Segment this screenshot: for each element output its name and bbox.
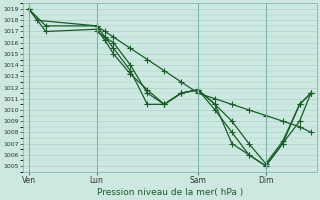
X-axis label: Pression niveau de la mer( hPa ): Pression niveau de la mer( hPa ) xyxy=(97,188,243,197)
